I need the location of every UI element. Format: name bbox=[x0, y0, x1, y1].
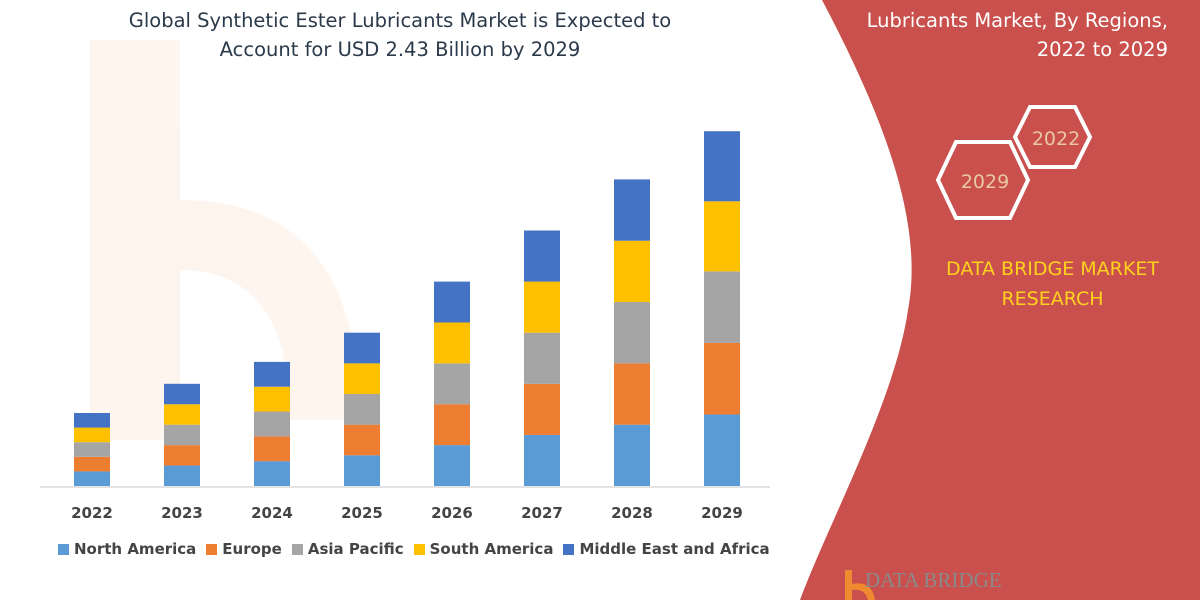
x-tick-label: 2024 bbox=[251, 504, 293, 522]
bar-segment-2024-south-america bbox=[254, 386, 290, 412]
bar-segment-2026-south-america bbox=[434, 322, 470, 364]
title-line-2: Account for USD 2.43 Billion by 2029 bbox=[219, 38, 581, 61]
bar-segment-2025-europe bbox=[344, 424, 380, 456]
bar-segment-2026-asia-pacific bbox=[434, 363, 470, 405]
bar-segment-2023-south-america bbox=[164, 404, 200, 425]
bar-segment-2026-middle-east-and-africa bbox=[434, 281, 470, 323]
bar-segment-2022-asia-pacific bbox=[74, 442, 110, 457]
bar-segment-2029-asia-pacific bbox=[704, 271, 740, 343]
legend-item: Europe bbox=[206, 540, 282, 558]
logo-icon bbox=[845, 570, 875, 600]
legend-label: North America bbox=[74, 540, 197, 558]
bar-segment-2024-middle-east-and-africa bbox=[254, 361, 290, 387]
watermark-logo bbox=[90, 40, 360, 440]
legend-label: Europe bbox=[222, 540, 282, 558]
legend-label: Asia Pacific bbox=[307, 540, 404, 558]
bar-segment-2028-europe bbox=[614, 363, 650, 425]
bar-segment-2023-asia-pacific bbox=[164, 424, 200, 446]
legend-swatch bbox=[58, 543, 69, 555]
bar-segment-2025-middle-east-and-africa bbox=[344, 332, 380, 364]
logo-text: DATA BRIDGE bbox=[865, 568, 1002, 592]
brand-line-1: DATA BRIDGE MARKET bbox=[946, 258, 1159, 280]
hex-label-2022: 2022 bbox=[1032, 128, 1080, 150]
legend-label: South America bbox=[429, 540, 554, 558]
bar-segment-2025-south-america bbox=[344, 363, 380, 395]
bar-segment-2022-north-america bbox=[74, 471, 110, 486]
bar-segment-2029-north-america bbox=[704, 414, 740, 486]
bar-segment-2028-middle-east-and-africa bbox=[614, 179, 650, 241]
bar-segment-2024-europe bbox=[254, 436, 290, 462]
bar-segment-2027-south-america bbox=[524, 281, 560, 333]
bar-segment-2025-north-america bbox=[344, 455, 380, 486]
brand-line-2: RESEARCH bbox=[1001, 288, 1104, 310]
bar-segment-2027-middle-east-and-africa bbox=[524, 230, 560, 282]
bar-segment-2027-europe bbox=[524, 383, 560, 435]
legend-swatch bbox=[413, 543, 425, 555]
side-heading-line-2: 2022 to 2029 bbox=[1036, 38, 1168, 61]
legend-swatch bbox=[291, 543, 303, 555]
legend-item: North America bbox=[58, 540, 196, 558]
bar-segment-2025-asia-pacific bbox=[344, 394, 380, 425]
bar-segment-2029-south-america bbox=[704, 201, 740, 272]
x-tick-label: 2029 bbox=[701, 504, 743, 522]
x-tick-label: 2028 bbox=[611, 504, 653, 522]
legend-item: South America bbox=[413, 540, 554, 558]
title-line-1: Global Synthetic Ester Lubricants Market… bbox=[128, 9, 672, 32]
side-heading-line-1: Lubricants Market, By Regions, bbox=[866, 9, 1168, 32]
legend: North America Europe Asia Pacific South Ame… bbox=[58, 540, 770, 558]
side-panel bbox=[800, 0, 1200, 600]
legend-label: Middle East and Africa bbox=[579, 540, 770, 558]
brand-text: DATA BRIDGE MARKET RESEARCH bbox=[925, 254, 1180, 314]
legend-swatch bbox=[206, 543, 218, 555]
hexagon-2029 bbox=[935, 140, 1031, 220]
hex-label-2029: 2029 bbox=[961, 171, 1009, 193]
bar-segment-2023-middle-east-and-africa bbox=[164, 383, 200, 405]
side-heading: Lubricants Market, By Regions, 2022 to 2… bbox=[867, 6, 1168, 64]
x-tick-label: 2025 bbox=[341, 504, 383, 522]
x-tick-label: 2027 bbox=[521, 504, 563, 522]
bar-segment-2028-south-america bbox=[614, 240, 650, 303]
bar-segment-2026-europe bbox=[434, 404, 470, 446]
bar-segment-2024-north-america bbox=[254, 461, 290, 486]
bar-segment-2024-asia-pacific bbox=[254, 411, 290, 437]
bar-segment-2029-europe bbox=[704, 342, 740, 415]
legend-swatch bbox=[563, 543, 575, 555]
bar-segment-2027-asia-pacific bbox=[524, 332, 560, 384]
x-tick-label: 2026 bbox=[431, 504, 473, 522]
bar-segment-2028-north-america bbox=[614, 424, 650, 486]
bar-segment-2022-europe bbox=[74, 456, 110, 472]
bar-segment-2022-south-america bbox=[74, 427, 110, 443]
x-tick-label: 2022 bbox=[71, 504, 113, 522]
bar-segment-2027-north-america bbox=[524, 434, 560, 486]
bar-segment-2023-north-america bbox=[164, 465, 200, 486]
bar-segment-2028-asia-pacific bbox=[614, 302, 650, 364]
x-tick-label: 2023 bbox=[161, 504, 203, 522]
legend-item: Asia Pacific bbox=[291, 540, 404, 558]
chart-title: Global Synthetic Ester Lubricants Market… bbox=[60, 6, 740, 64]
bar-segment-2026-north-america bbox=[434, 445, 470, 486]
legend-item: Middle East and Africa bbox=[563, 540, 770, 558]
bar-segment-2022-middle-east-and-africa bbox=[74, 413, 110, 428]
bar-segment-2023-europe bbox=[164, 445, 200, 466]
hexagon-2022 bbox=[1012, 105, 1093, 169]
bar-segment-2029-middle-east-and-africa bbox=[704, 131, 740, 202]
